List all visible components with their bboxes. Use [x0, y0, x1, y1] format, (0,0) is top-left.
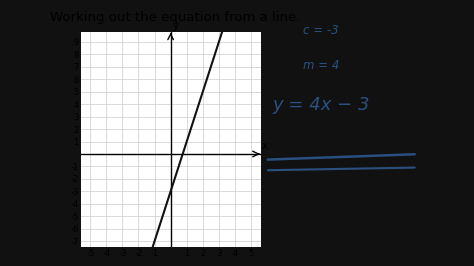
- Text: y = 4x − 3: y = 4x − 3: [273, 96, 370, 114]
- Text: m = 4: m = 4: [303, 59, 340, 72]
- Text: c = -3: c = -3: [303, 24, 339, 37]
- Text: y: y: [173, 21, 179, 31]
- Text: x: x: [262, 142, 268, 151]
- Text: Working out the equation from a line.: Working out the equation from a line.: [50, 11, 300, 24]
